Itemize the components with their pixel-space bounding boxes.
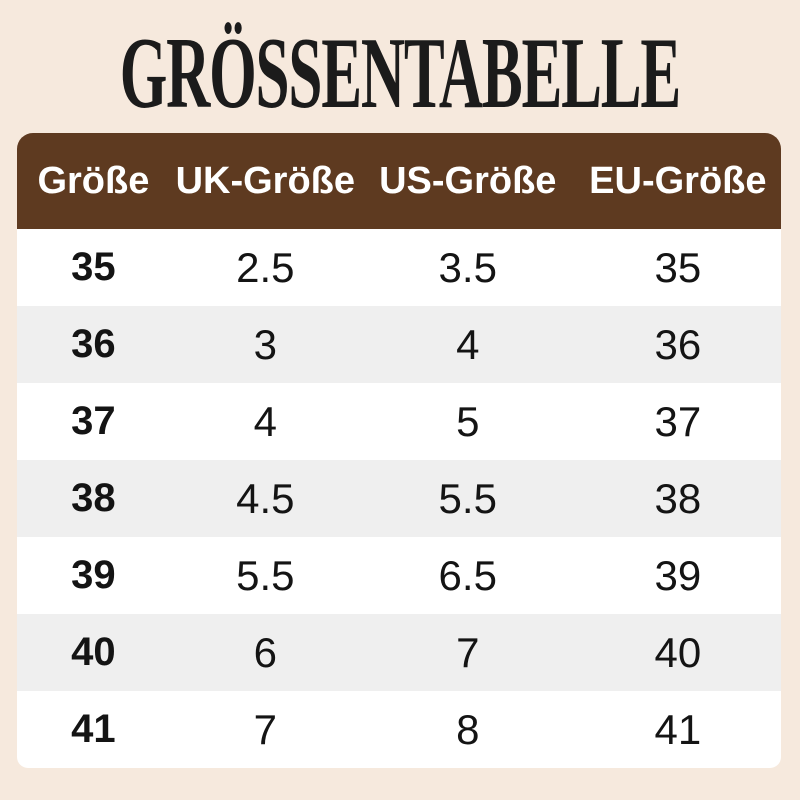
table-cell: 2.5: [236, 243, 295, 291]
table-row: 36 3 4 36: [17, 306, 781, 383]
page-title-wrap: GRÖSSENTABELLE: [0, 0, 800, 133]
table-cell: 4.5: [236, 474, 295, 522]
table-cell: 41: [654, 705, 702, 753]
table-cell: 4: [253, 397, 277, 445]
table-cell: 5: [456, 397, 480, 445]
table-cell: 3.5: [438, 243, 497, 291]
table-row: 35 2.5 3.5 35: [17, 229, 781, 306]
table-cell: 4: [456, 320, 480, 368]
column-header: Größe: [17, 133, 170, 229]
table-cell: 5.5: [236, 551, 295, 599]
table-cell: 40: [71, 630, 116, 674]
table-cell: 35: [71, 245, 116, 289]
table-cell: 38: [654, 474, 702, 522]
table-cell: 35: [654, 243, 702, 291]
table-cell: 6.5: [438, 551, 497, 599]
size-table: Größe UK-Größe US-Größe EU-Größe 35 2.5 3.5 35…: [17, 133, 781, 768]
table-cell: 36: [654, 320, 702, 368]
table-cell: 37: [654, 397, 702, 445]
table-row: 39 5.5 6.5 39: [17, 537, 781, 614]
table-cell: 8: [456, 705, 480, 753]
page-title: GRÖSSENTABELLE: [119, 16, 681, 130]
size-table-head: Größe UK-Größe US-Größe EU-Größe: [17, 133, 781, 229]
table-cell: 39: [654, 551, 702, 599]
column-header: US-Größe: [360, 133, 575, 229]
table-cell: 6: [253, 628, 277, 676]
table-row: 38 4.5 5.5 38: [17, 460, 781, 537]
size-table-card: Größe UK-Größe US-Größe EU-Größe 35 2.5 3.5 35…: [17, 133, 781, 768]
column-header: UK-Größe: [169, 133, 361, 229]
table-cell: 41: [71, 707, 116, 751]
table-cell: 7: [253, 705, 277, 753]
table-cell: 40: [654, 628, 702, 676]
size-table-body: 35 2.5 3.5 35 36 3 4 36 37 4 5 37 38 4.5 5.5 38 39 5.5 6.5…: [17, 229, 781, 768]
table-cell: 36: [71, 322, 116, 366]
table-cell: 7: [456, 628, 480, 676]
table-row: 37 4 5 37: [17, 383, 781, 460]
table-cell: 37: [71, 399, 116, 443]
table-row: 41 7 8 41: [17, 691, 781, 768]
table-cell: 3: [253, 320, 277, 368]
table-cell: 38: [71, 476, 116, 520]
header-row: Größe UK-Größe US-Größe EU-Größe: [17, 133, 781, 229]
table-cell: 5.5: [438, 474, 497, 522]
column-header: EU-Größe: [574, 133, 781, 229]
table-row: 40 6 7 40: [17, 614, 781, 691]
table-cell: 39: [71, 553, 116, 597]
